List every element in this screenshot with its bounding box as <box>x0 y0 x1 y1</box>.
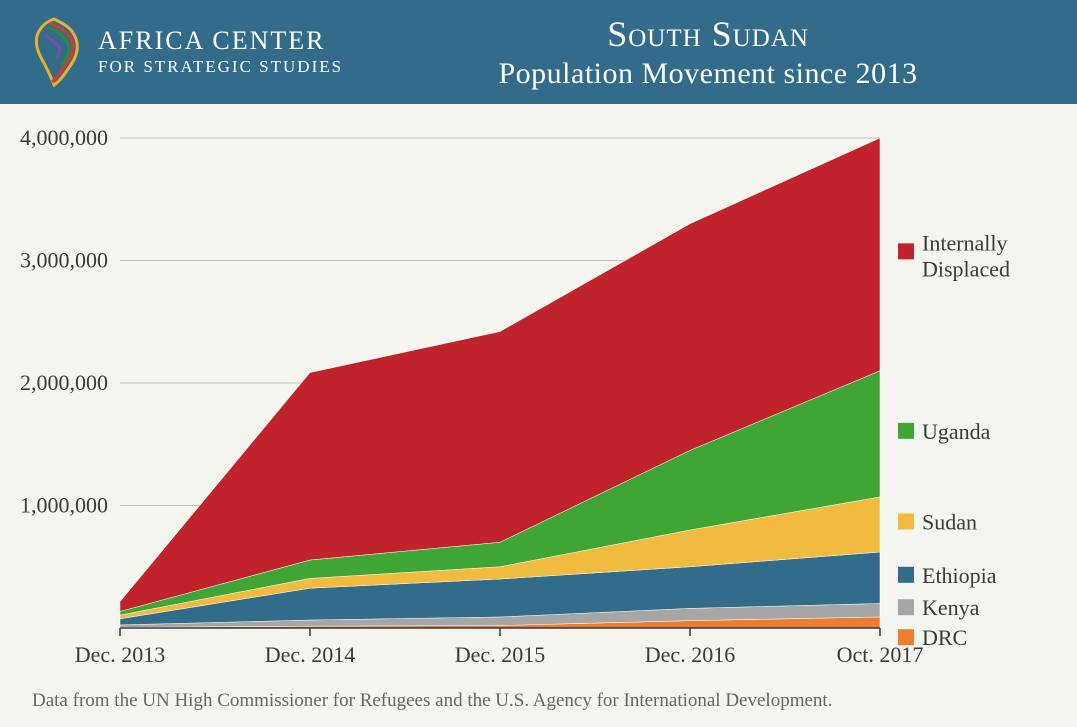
legend-swatch-ethiopia <box>898 567 914 583</box>
svg-text:Dec. 2014: Dec. 2014 <box>265 642 355 667</box>
svg-text:2,000,000: 2,000,000 <box>20 370 108 395</box>
legend-swatch-uganda <box>898 423 914 439</box>
logo-line-2: FOR STRATEGIC STUDIES <box>98 58 343 77</box>
svg-text:Dec. 2016: Dec. 2016 <box>645 642 735 667</box>
logo: AFRICA CENTER FOR STRATEGIC STUDIES <box>24 17 343 87</box>
legend-swatch-drc <box>898 629 914 645</box>
svg-text:Dec. 2013: Dec. 2013 <box>75 642 165 667</box>
chart-section: 1,000,000 2,000,000 3,000,000 4,000,000 Dec.… <box>0 104 1077 684</box>
legend-label-kenya: Kenya <box>922 595 980 620</box>
legend-swatch-kenya <box>898 599 914 615</box>
header-titles: South Sudan Population Movement since 20… <box>343 13 1053 91</box>
africa-logo-icon <box>24 17 84 87</box>
legend-label-displaced: Displaced <box>922 256 1010 281</box>
title-sub: Population Movement since 2013 <box>363 57 1053 91</box>
legend-label-sudan: Sudan <box>922 509 977 534</box>
svg-text:3,000,000: 3,000,000 <box>20 248 108 273</box>
legend-label-drc: DRC <box>922 625 967 650</box>
logo-line-1: AFRICA CENTER <box>98 27 343 56</box>
svg-text:Dec. 2015: Dec. 2015 <box>455 642 545 667</box>
title-main: South Sudan <box>363 13 1053 55</box>
legend-swatch-sudan <box>898 513 914 529</box>
legend-swatch-internally-displaced <box>898 243 914 259</box>
legend-label-internally: Internally <box>922 230 1008 255</box>
legend-label-uganda: Uganda <box>922 419 991 444</box>
svg-text:4,000,000: 4,000,000 <box>20 125 108 150</box>
header-bar: AFRICA CENTER FOR STRATEGIC STUDIES Sout… <box>0 0 1077 104</box>
logo-text: AFRICA CENTER FOR STRATEGIC STUDIES <box>98 27 343 76</box>
svg-text:Oct. 2017: Oct. 2017 <box>837 642 924 667</box>
stacked-area-chart: 1,000,000 2,000,000 3,000,000 4,000,000 Dec.… <box>0 122 1077 692</box>
svg-text:1,000,000: 1,000,000 <box>20 493 108 518</box>
legend-label-ethiopia: Ethiopia <box>922 563 997 588</box>
